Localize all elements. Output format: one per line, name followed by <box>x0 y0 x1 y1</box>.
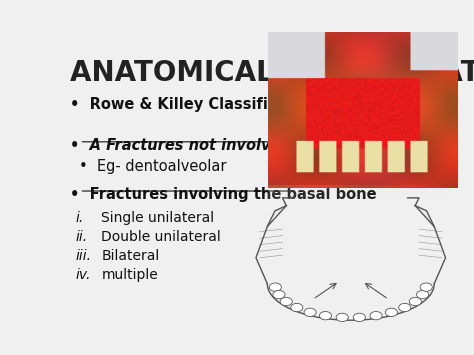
Text: •  Fractures involving the basal bone: • Fractures involving the basal bone <box>70 187 377 202</box>
Text: Single unilateral: Single unilateral <box>101 211 215 225</box>
Circle shape <box>420 283 432 291</box>
Text: •  Rowe & Killey Classification: • Rowe & Killey Classification <box>70 97 319 112</box>
Circle shape <box>385 308 398 317</box>
Text: ANATOMICAL CLASSIFICATION: ANATOMICAL CLASSIFICATION <box>70 59 474 87</box>
Text: i.: i. <box>76 211 84 225</box>
Circle shape <box>399 304 411 312</box>
Circle shape <box>273 290 285 299</box>
Circle shape <box>319 311 332 320</box>
Circle shape <box>336 313 348 322</box>
Text: multiple: multiple <box>101 268 158 282</box>
Text: •  A Fractures not involving basal bone: • A Fractures not involving basal bone <box>70 138 392 153</box>
Circle shape <box>304 308 316 317</box>
Text: ii.: ii. <box>76 230 88 244</box>
Circle shape <box>353 313 365 322</box>
Text: Bilateral: Bilateral <box>101 249 160 263</box>
Circle shape <box>409 297 421 306</box>
Text: Double unilateral: Double unilateral <box>101 230 221 244</box>
Circle shape <box>291 304 303 312</box>
Text: iv.: iv. <box>76 268 91 282</box>
Circle shape <box>280 297 292 306</box>
Text: iii.: iii. <box>76 249 92 263</box>
Circle shape <box>370 311 382 320</box>
Text: •  Eg- dentoalveolar: • Eg- dentoalveolar <box>80 159 227 174</box>
Circle shape <box>417 290 428 299</box>
Circle shape <box>269 283 282 291</box>
